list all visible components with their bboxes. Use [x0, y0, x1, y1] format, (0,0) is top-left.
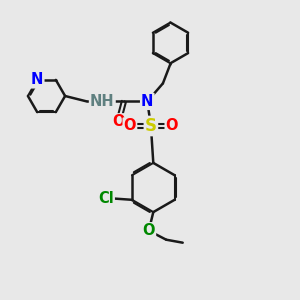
Text: O: O: [142, 223, 155, 238]
Text: Cl: Cl: [98, 191, 114, 206]
Text: O: O: [124, 118, 136, 134]
Text: S: S: [145, 117, 157, 135]
Text: NH: NH: [90, 94, 115, 109]
Text: O: O: [166, 118, 178, 134]
Text: N: N: [31, 72, 44, 87]
Text: N: N: [141, 94, 154, 109]
Text: O: O: [112, 114, 125, 129]
